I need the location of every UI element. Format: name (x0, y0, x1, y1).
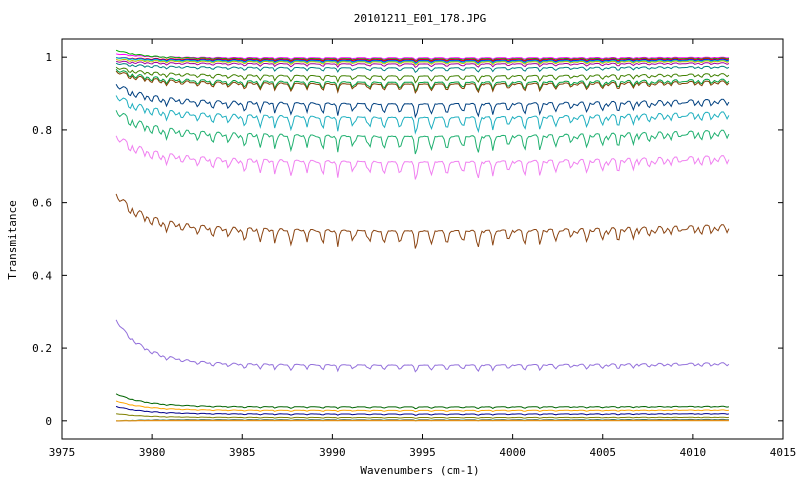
x-axis-label: Wavenumbers (cm-1) (360, 464, 479, 477)
series-line-6 (115, 60, 730, 69)
series-line-11 (115, 84, 730, 119)
series-line-8 (115, 66, 730, 84)
series-line-20 (116, 413, 729, 419)
x-tick-label: 3985 (229, 446, 256, 459)
series-layer (115, 49, 730, 422)
series-line-3 (115, 57, 730, 64)
plot-area: 3975 3980 3985 3990 3995 4000 4005 4010 4015 0 0.… (32, 38, 797, 459)
y-tick-label: 0.4 (32, 269, 52, 282)
x-tick-label: 3975 (49, 446, 76, 459)
y-axis-ticks: 0 0.2 0.4 0.6 0.8 1 (32, 51, 783, 428)
x-tick-label: 4005 (590, 446, 617, 459)
series-line-18 (115, 400, 729, 413)
x-tick-label: 4000 (499, 446, 526, 459)
series-line-15 (115, 193, 730, 249)
x-tick-label: 3980 (139, 446, 166, 459)
y-tick-label: 1 (45, 51, 52, 64)
series-line-12 (115, 95, 730, 135)
series-line-14 (115, 135, 730, 180)
x-axis-ticks: 3975 3980 3985 3990 3995 4000 4005 4010 4015 (49, 39, 797, 459)
x-tick-label: 3995 (409, 446, 436, 459)
series-line-5 (115, 58, 730, 66)
y-tick-label: 0 (45, 415, 52, 428)
y-tick-label: 0.6 (32, 197, 52, 210)
x-tick-label: 4010 (680, 446, 707, 459)
series-line-21 (116, 418, 729, 422)
series-line-17 (115, 393, 730, 410)
x-tick-label: 3990 (319, 446, 346, 459)
series-line-1 (115, 49, 730, 62)
series-line-7 (115, 62, 730, 74)
series-line-4 (115, 57, 730, 65)
chart-title: 20101211_E01_178.JPG (354, 12, 486, 25)
x-tick-label: 4015 (770, 446, 797, 459)
series-line-16 (115, 319, 730, 373)
y-axis-label: Transmitance (6, 200, 19, 279)
series-line-13 (115, 110, 730, 155)
y-tick-label: 0.8 (32, 124, 52, 137)
series-line-9 (115, 68, 730, 93)
series-line-2 (115, 57, 730, 63)
series-line-19 (115, 405, 729, 416)
series-line-10 (115, 70, 730, 94)
series-line-0 (115, 53, 730, 61)
y-tick-label: 0.2 (32, 342, 52, 355)
